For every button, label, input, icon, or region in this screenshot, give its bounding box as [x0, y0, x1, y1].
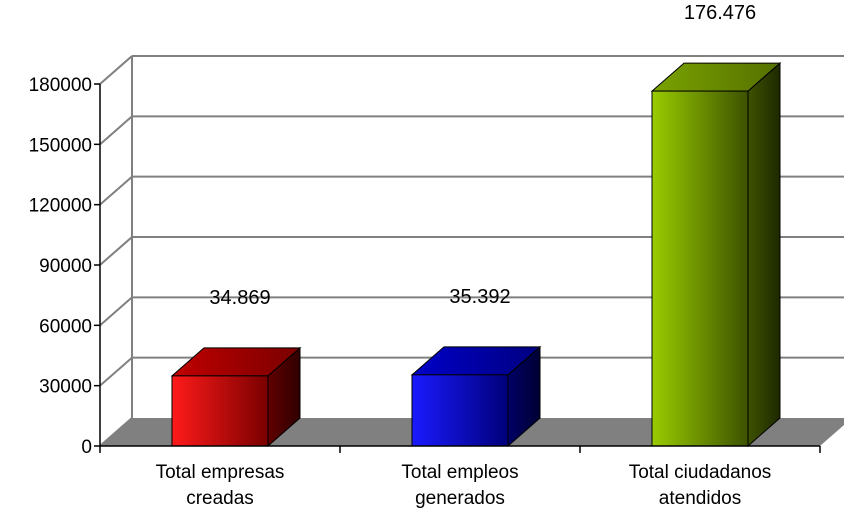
floor-side-edge	[99, 417, 133, 447]
y-tick-label: 150000	[29, 135, 92, 156]
gridline-diagonal	[99, 236, 133, 266]
y-tick-label: 120000	[29, 196, 92, 217]
gridline-diagonal	[99, 55, 133, 85]
x-tick-label: creadas	[186, 488, 254, 509]
gridline-diagonal	[99, 175, 133, 206]
x-tick-label: Total ciudadanos	[629, 462, 772, 483]
y-axis-ticks: 0 30000 60000 90000 120000 150000 180000	[29, 75, 100, 458]
gridline-diagonal	[99, 356, 133, 387]
y-tick-label: 180000	[29, 75, 92, 96]
y-tick-label: 30000	[39, 377, 92, 398]
y-tick-label: 0	[81, 437, 92, 458]
x-tick-label: Total empleos	[401, 462, 518, 483]
data-label: 35.392	[449, 286, 510, 308]
y-tick-label: 90000	[39, 256, 92, 277]
data-labels: 34.869 35.392 176.476	[209, 2, 756, 309]
bar-2	[650, 61, 782, 448]
y-tick-label: 60000	[39, 316, 92, 337]
bar-front	[171, 375, 269, 447]
x-tick-label: Total empresas	[156, 462, 285, 483]
bars	[170, 61, 782, 448]
gridline-diagonal	[99, 115, 133, 146]
bar-side	[747, 61, 781, 448]
gridline-diagonal	[99, 296, 133, 327]
data-label: 176.476	[684, 2, 756, 24]
data-label: 34.869	[209, 287, 270, 309]
x-tick-label: atendidos	[659, 488, 741, 509]
x-axis-ticks: Total empresas creadas Total empleos genera…	[99, 446, 821, 509]
bar-0	[170, 346, 302, 448]
bar-front	[411, 374, 509, 447]
bar-front	[651, 90, 749, 447]
bar-1	[410, 345, 542, 448]
x-tick-label: generados	[415, 488, 505, 509]
